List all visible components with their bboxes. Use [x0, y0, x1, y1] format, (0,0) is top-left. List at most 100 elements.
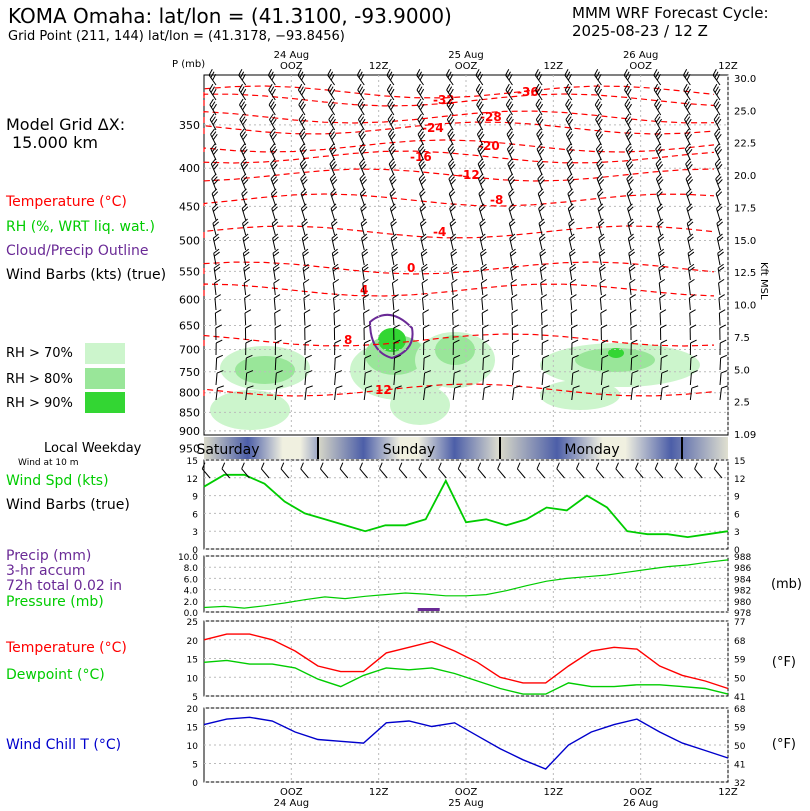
- wind-barb-flag: [447, 143, 453, 150]
- wind-barb-staff: [687, 253, 691, 266]
- wind-barb: [564, 69, 573, 86]
- wind-barb: [656, 203, 664, 221]
- wind-barb-flag: [627, 191, 634, 197]
- wind-barb-flag: [568, 118, 574, 126]
- wind-barb: [418, 173, 427, 191]
- wind-barb-flag: [327, 69, 332, 76]
- wind-barb-flag: [272, 179, 279, 185]
- wind-barb: [446, 83, 454, 101]
- wind-barb-staff: [539, 253, 543, 266]
- wind-barb-flag: [450, 179, 456, 185]
- wind-barb: [627, 218, 635, 236]
- wind-barb-flag: [329, 173, 336, 180]
- wind-barb-staff: [630, 388, 634, 401]
- wind-barb-flag: [567, 131, 573, 138]
- wind-barb: [536, 158, 545, 176]
- wind-barb-staff: [359, 163, 365, 176]
- wind-barb-flag: [246, 385, 254, 389]
- wind-barb-flag: [565, 113, 571, 120]
- wind-barb: [536, 143, 545, 161]
- wind-barb: [598, 233, 605, 251]
- weekday-subtitle: Wind at 10 m: [18, 458, 79, 468]
- top-time-label: 12Z: [544, 61, 564, 72]
- wind-barb: [420, 233, 427, 251]
- wind-barb: [630, 339, 638, 356]
- wind-barb-staff: [540, 283, 543, 296]
- wind-barb-flag: [653, 69, 658, 76]
- wind-barb-staff: [480, 283, 484, 296]
- wind-barb: [245, 385, 254, 401]
- wind-speed-line: [203, 473, 729, 539]
- wind-barb-flag: [597, 103, 603, 111]
- temperature-contour-label: 4: [360, 283, 368, 297]
- wind-barb: [332, 278, 339, 296]
- wind-barb: [509, 233, 516, 251]
- wind-barb-flag: [330, 176, 337, 182]
- kft-tick-label: 15.0: [734, 236, 756, 247]
- precip-panel-left-tick: 8.0: [184, 564, 199, 574]
- precip-label: Precip (mm): [6, 548, 92, 564]
- wind-barb: [625, 143, 634, 161]
- wind-barb-flag: [480, 236, 487, 242]
- wind-barb-flag: [596, 86, 601, 93]
- wind-barb-flag: [301, 218, 308, 224]
- wind-barb-flag: [570, 294, 577, 299]
- kft-tick-label: 12.5: [734, 268, 756, 279]
- wind-barb-staff: [241, 468, 250, 479]
- wind-barb-flag: [421, 278, 428, 284]
- wind-barb-flag: [569, 221, 575, 227]
- wind-barb-flag: [630, 309, 637, 314]
- wind-barb-staff: [238, 89, 247, 101]
- wind-barb-staff: [541, 388, 545, 401]
- wind-barb: [624, 98, 632, 116]
- legend-rh90-label: RH > 90%: [6, 396, 73, 411]
- wind-barb-flag: [567, 203, 574, 209]
- wind-barb-flag: [479, 133, 485, 140]
- wind-barb-staff: [538, 223, 543, 236]
- wind-barb-flag: [360, 191, 367, 197]
- wind-barb-staff: [334, 388, 337, 401]
- wind-barb-flag: [540, 251, 547, 257]
- wind-barb-flag: [690, 354, 698, 359]
- wind-barb-staff: [445, 74, 454, 86]
- temperature-line: [203, 633, 729, 690]
- wind-barb-flag: [386, 69, 391, 76]
- wind-barb-flag: [360, 73, 365, 81]
- wind-barb-flag: [273, 278, 280, 284]
- wind-barb-flag: [449, 191, 456, 197]
- wind-barb-flag: [657, 206, 664, 212]
- wind-panel-left-tick: 12: [187, 475, 198, 485]
- wind-barb-flag: [418, 86, 423, 93]
- wind-barb-staff: [363, 373, 366, 386]
- wind-barb-flag: [212, 203, 218, 209]
- wind-barb-flag: [597, 161, 603, 168]
- wind-barb-flag: [387, 98, 392, 105]
- wind-barb-flag: [362, 266, 369, 272]
- wind-barb: [506, 128, 515, 146]
- wind-barb: [446, 98, 455, 116]
- wind-barb-flag: [600, 309, 607, 314]
- wind-barb: [213, 248, 220, 266]
- wind-barb-flag: [213, 148, 219, 155]
- wind-barb-flag: [690, 339, 697, 344]
- wind-barb: [660, 354, 668, 371]
- wind-barb-flag: [715, 116, 720, 123]
- wind-barb-staff: [660, 388, 663, 401]
- wind-barb-flag: [271, 218, 278, 224]
- wind-barb-staff: [330, 193, 336, 206]
- wind-barb-flag: [566, 86, 571, 93]
- wind-barb-flag: [628, 179, 634, 185]
- wind-barb-flag: [303, 278, 310, 284]
- wind-barb: [304, 339, 312, 356]
- wind-barb: [330, 188, 337, 206]
- wind-barb-staff: [361, 268, 365, 281]
- wind-barb-flag: [242, 176, 248, 182]
- wind-barb-staff: [626, 193, 632, 206]
- wind-barb-flag: [357, 83, 362, 91]
- wind-barb-flag: [272, 164, 278, 170]
- wind-barb-flag: [510, 236, 516, 242]
- wind-barb-flag: [302, 248, 309, 254]
- wind-barb: [600, 309, 607, 326]
- wind-panel-left-tick: 15: [187, 457, 198, 467]
